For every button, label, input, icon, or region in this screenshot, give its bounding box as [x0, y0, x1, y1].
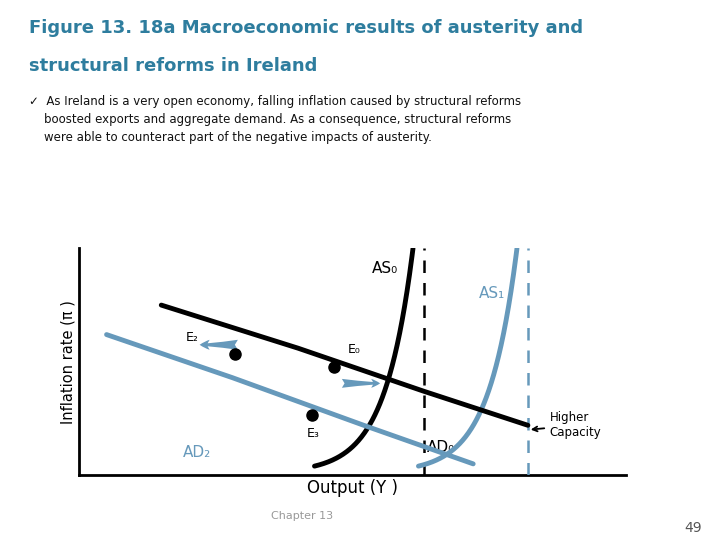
- Text: AD₂: AD₂: [183, 445, 212, 460]
- Text: structural reforms in Ireland: structural reforms in Ireland: [29, 57, 318, 75]
- Text: 49: 49: [685, 521, 702, 535]
- Text: AS₀: AS₀: [372, 261, 398, 276]
- Text: ✓  As Ireland is a very open economy, falling inflation caused by structural ref: ✓ As Ireland is a very open economy, fal…: [29, 94, 521, 145]
- Text: Higher
Capacity: Higher Capacity: [533, 411, 601, 440]
- X-axis label: Output (Y ): Output (Y ): [307, 480, 398, 497]
- Text: Chapter 13: Chapter 13: [271, 511, 333, 521]
- Text: E₂: E₂: [186, 332, 199, 345]
- Text: E₃: E₃: [306, 427, 319, 440]
- Y-axis label: Inflation rate (π ): Inflation rate (π ): [60, 300, 75, 424]
- Text: AS₁: AS₁: [479, 286, 505, 301]
- Text: AD₀: AD₀: [427, 441, 455, 455]
- Text: Figure 13. 18a Macroeconomic results of austerity and: Figure 13. 18a Macroeconomic results of …: [29, 19, 583, 37]
- Text: E₀: E₀: [347, 343, 360, 356]
